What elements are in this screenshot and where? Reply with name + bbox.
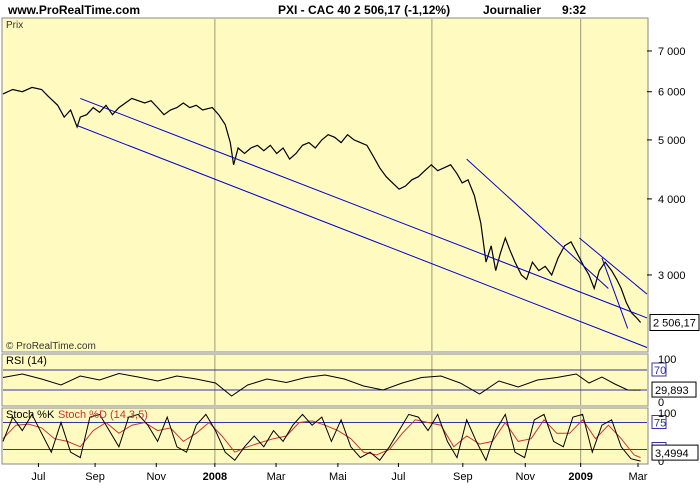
- price-panel: [1, 17, 649, 353]
- rsi-panel-label: RSI (14): [6, 355, 47, 367]
- x-axis-tick-label: Mar: [629, 471, 648, 483]
- price-y-tick-label: 7 000: [658, 46, 686, 58]
- stoch-level-label: 75: [654, 418, 666, 430]
- time-label: 9:32: [562, 3, 587, 17]
- last-price-label: 2 506,17: [653, 317, 696, 329]
- trend-line: [579, 237, 648, 295]
- x-axis-tick-label: Sep: [453, 471, 473, 483]
- rsi-line: [2, 372, 641, 397]
- x-axis-tick-label: Mai: [329, 471, 347, 483]
- trend-line: [76, 125, 648, 348]
- x-axis-tick-label: 2008: [203, 471, 227, 483]
- stoch-d-label: Stoch %D (14,3,5): [58, 409, 148, 421]
- rsi-y-tick-label: 100: [658, 354, 676, 366]
- stoch-layer: [2, 413, 641, 462]
- rsi-value-box: [651, 381, 697, 398]
- x-axis-tick-label: 2009: [568, 471, 592, 483]
- instrument-title: PXI - CAC 40 2 506,17 (-1,12%): [278, 3, 451, 17]
- rsi-level-box: [651, 362, 667, 377]
- site-name[interactable]: www.ProRealTime.com: [8, 3, 141, 17]
- x-axis-tick-label: Jul: [31, 471, 45, 483]
- period-label: Journalier: [483, 3, 542, 17]
- rsi-layer: [2, 372, 641, 397]
- trend-line: [466, 158, 609, 289]
- trend-line: [601, 257, 629, 329]
- price-y-tick-label: 5 000: [658, 135, 686, 147]
- price-y-tick-label: 3 000: [658, 270, 686, 282]
- stoch-value-label: 3,4994: [655, 448, 689, 460]
- x-axis-tick-label: Sep: [85, 471, 105, 483]
- stoch-k-label: Stoch %K: [6, 409, 55, 421]
- x-axis-tick-label: Jul: [391, 471, 405, 483]
- x-axis-tick-label: Nov: [146, 471, 166, 483]
- last-price-box: [649, 313, 700, 331]
- x-axis-tick-label: Mar: [267, 471, 286, 483]
- x-axis-tick-label: Nov: [516, 471, 536, 483]
- watermark: © ProRealTime.com: [6, 341, 96, 352]
- trend-lines: [76, 97, 648, 348]
- rsi-level-label: 70: [654, 365, 666, 377]
- price-y-tick-label: 4 000: [658, 194, 686, 206]
- stoch-panel: [1, 407, 649, 465]
- chart-header: www.ProRealTime.com PXI - CAC 40 2 506,1…: [0, 0, 700, 18]
- grid-layer: [3, 19, 647, 463]
- price-layer: [2, 86, 642, 323]
- stoch-y-tick-label: 100: [658, 408, 676, 420]
- stoch-y-tick-label: 0: [658, 456, 664, 468]
- stoch-k-line: [2, 413, 641, 462]
- stoch-level-box: [651, 415, 667, 429]
- price-panel-label: Prix: [6, 20, 23, 31]
- trend-line: [80, 97, 648, 319]
- price-line: [2, 86, 642, 323]
- stoch-value-box: [651, 444, 699, 461]
- rsi-value-label: 29,893: [655, 385, 689, 397]
- rsi-y-tick-label: 0: [658, 397, 664, 409]
- price-y-tick-label: 6 000: [658, 87, 686, 99]
